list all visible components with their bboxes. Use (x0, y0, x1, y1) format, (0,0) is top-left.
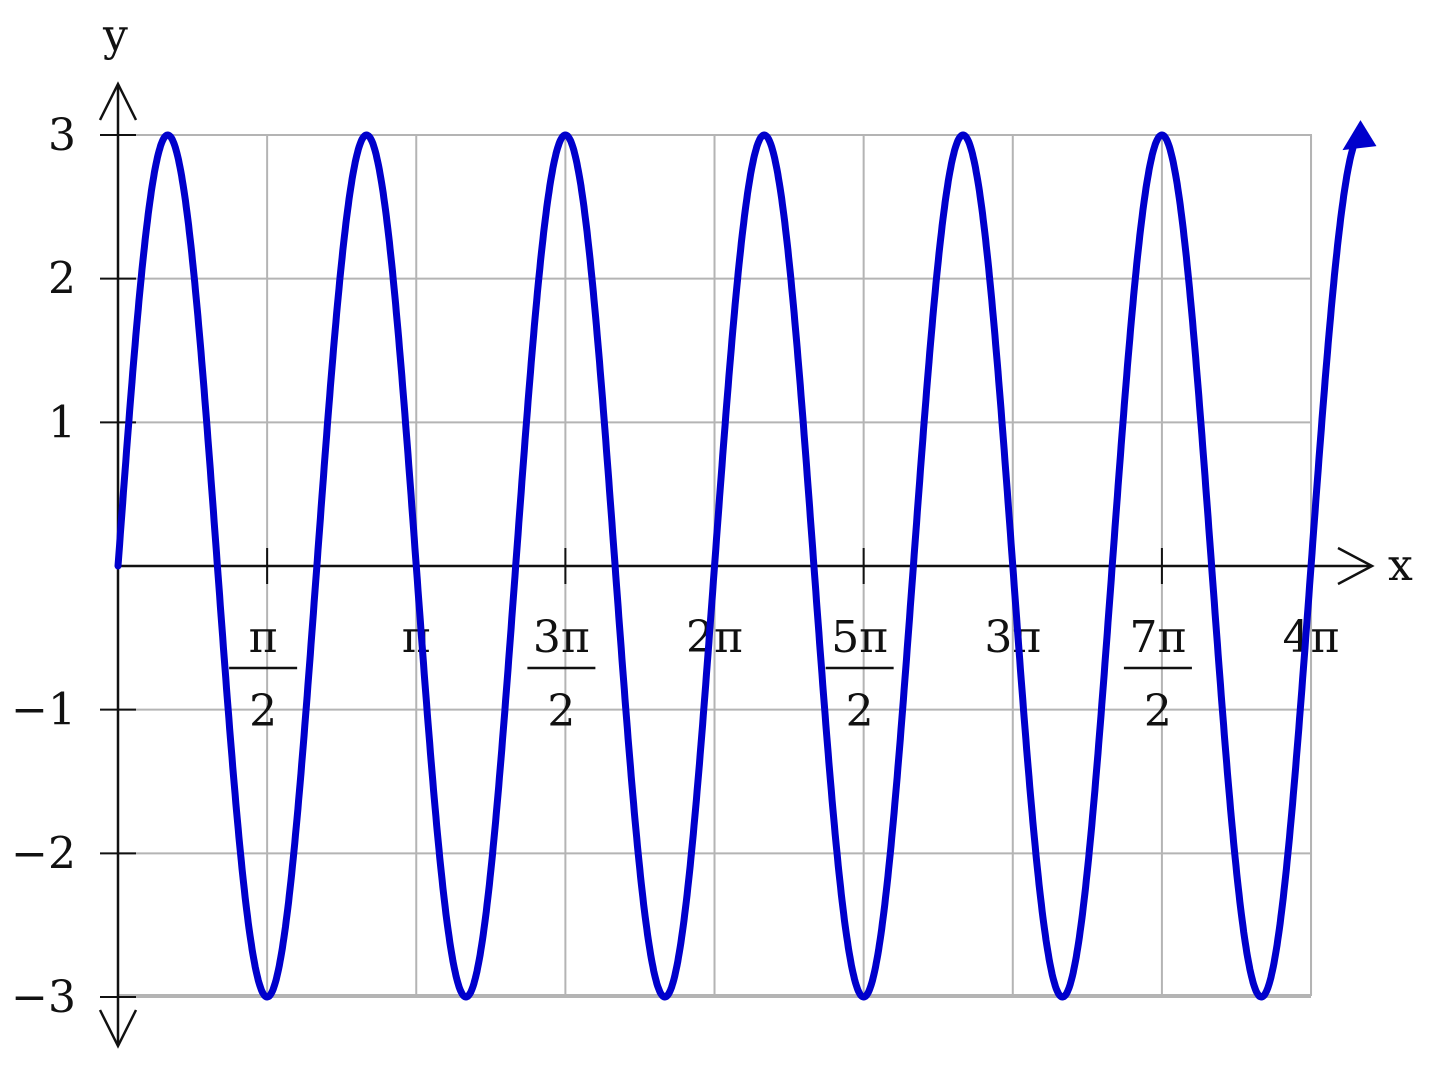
x-tick-label-denominator: 2 (846, 686, 874, 737)
x-tick-label-denominator: 2 (1144, 686, 1172, 737)
sine-series-line (114, 131, 1362, 1001)
x-axis-label: x (1388, 540, 1413, 591)
x-tick-label-numerator: π (249, 612, 278, 663)
x-tick-label-numerator: 3π (533, 612, 590, 663)
y-tick-label: 2 (48, 254, 76, 305)
curve-end-arrow (1342, 120, 1377, 151)
y-tick-label: −1 (11, 685, 76, 736)
x-tick-label: 4π (1283, 612, 1340, 663)
y-tick-label: 3 (48, 110, 76, 161)
y-axis-arrow-down (98, 1009, 138, 1049)
x-tick-label: 2π (686, 612, 743, 663)
x-tick-label-numerator: 7π (1129, 612, 1186, 663)
x-tick-label-denominator: 2 (547, 686, 575, 737)
y-axis-arrow-up (98, 81, 138, 121)
x-axis-arrow (1337, 546, 1375, 586)
y-axis-label: y (102, 10, 128, 61)
curve (114, 120, 1377, 1001)
x-tick-label: 3π (984, 612, 1041, 663)
x-tick-label-numerator: 5π (831, 612, 888, 663)
y-tick-label: −2 (11, 828, 76, 879)
x-tick-label-denominator: 2 (249, 686, 277, 737)
y-tick-label: 1 (48, 397, 76, 448)
grid (117, 134, 1313, 998)
y-tick-label: −3 (11, 972, 76, 1023)
